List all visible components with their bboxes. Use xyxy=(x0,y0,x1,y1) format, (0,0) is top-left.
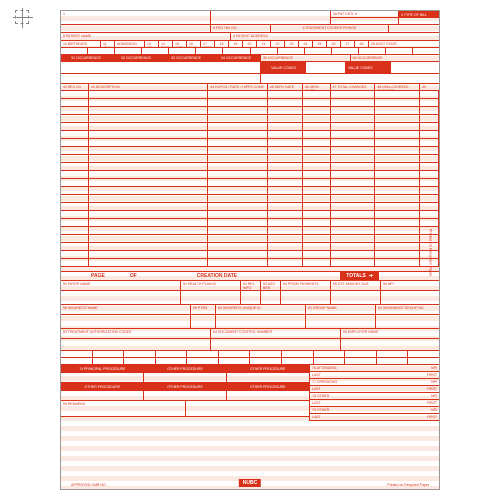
ub04-form: 1 3a PAT CNTL # 4 TYPE OF BILL 5 FED TAX… xyxy=(60,10,440,490)
blank-7[interactable] xyxy=(389,25,439,32)
insured-section: 58 INSURED'S NAME59 P REL60 INSURED'S UN… xyxy=(61,305,439,329)
totals-badge: TOTALS ➔ xyxy=(340,272,379,280)
registration-mark xyxy=(15,10,29,24)
of-label: OF xyxy=(130,273,137,279)
page-label: PAGE xyxy=(91,273,105,279)
value-codes-block1: VALUE CODES xyxy=(261,62,306,73)
recycled-label: Printed on Recycled Paper xyxy=(387,483,429,487)
nubc-badge: NUBC xyxy=(239,479,261,487)
auth-section: 63 TREATMENT AUTHORIZATION CODES64 DOCUM… xyxy=(61,329,439,351)
occurrence-section: 31 OCCURRENCE32 OCCURRENCE33 OCCURRENCE3… xyxy=(61,55,439,84)
field-1[interactable]: 1 xyxy=(61,11,211,24)
occ-field-left[interactable] xyxy=(61,62,261,73)
med-rec[interactable] xyxy=(331,18,399,24)
omb-label: APPROVED OMB NO. xyxy=(71,483,107,487)
bill-type-field[interactable] xyxy=(399,18,439,24)
fed-tax[interactable]: 5 FED TAX NO. xyxy=(211,25,271,32)
other-proc-3: OTHER PROCEDURE xyxy=(226,383,309,390)
patient-name[interactable]: 8 PATIENT NAME xyxy=(61,33,231,40)
statement-period: 6 STATEMENT COVERS PERIOD xyxy=(271,25,389,32)
field-2[interactable] xyxy=(211,11,331,24)
blank-1[interactable] xyxy=(61,25,211,32)
dx-section: 74 PRINCIPAL PROCEDUREOTHER PROCEDUREOTH… xyxy=(61,351,439,421)
header-section: 1 3a PAT CNTL # 4 TYPE OF BILL 5 FED TAX… xyxy=(61,11,439,33)
payer-section: 50 PAYER NAME51 HEALTH PLAN ID52 REL INF… xyxy=(61,281,439,305)
line-items-section: 42 REV CD43 DESCRIPTION44 HCPCS / RATE /… xyxy=(61,84,439,281)
other-proc-2: OTHER PROCEDURE xyxy=(144,383,227,390)
bill-type-label: 4 TYPE OF BILL xyxy=(399,11,439,18)
patient-section: 8 PATIENT NAME 9 PATIENT ADDRESS 10 BIRT… xyxy=(61,33,439,55)
patient-address[interactable]: 9 PATIENT ADDRESS xyxy=(231,33,439,40)
other-proc-1: OTHER PROCEDURE xyxy=(61,383,144,390)
creation-label: CREATION DATE xyxy=(197,273,237,279)
pat-cntl[interactable]: 3a PAT CNTL # xyxy=(331,11,399,18)
remarks[interactable]: 80 REMARKS xyxy=(61,401,186,416)
value-codes-block2: VALUE CODES xyxy=(346,62,391,73)
